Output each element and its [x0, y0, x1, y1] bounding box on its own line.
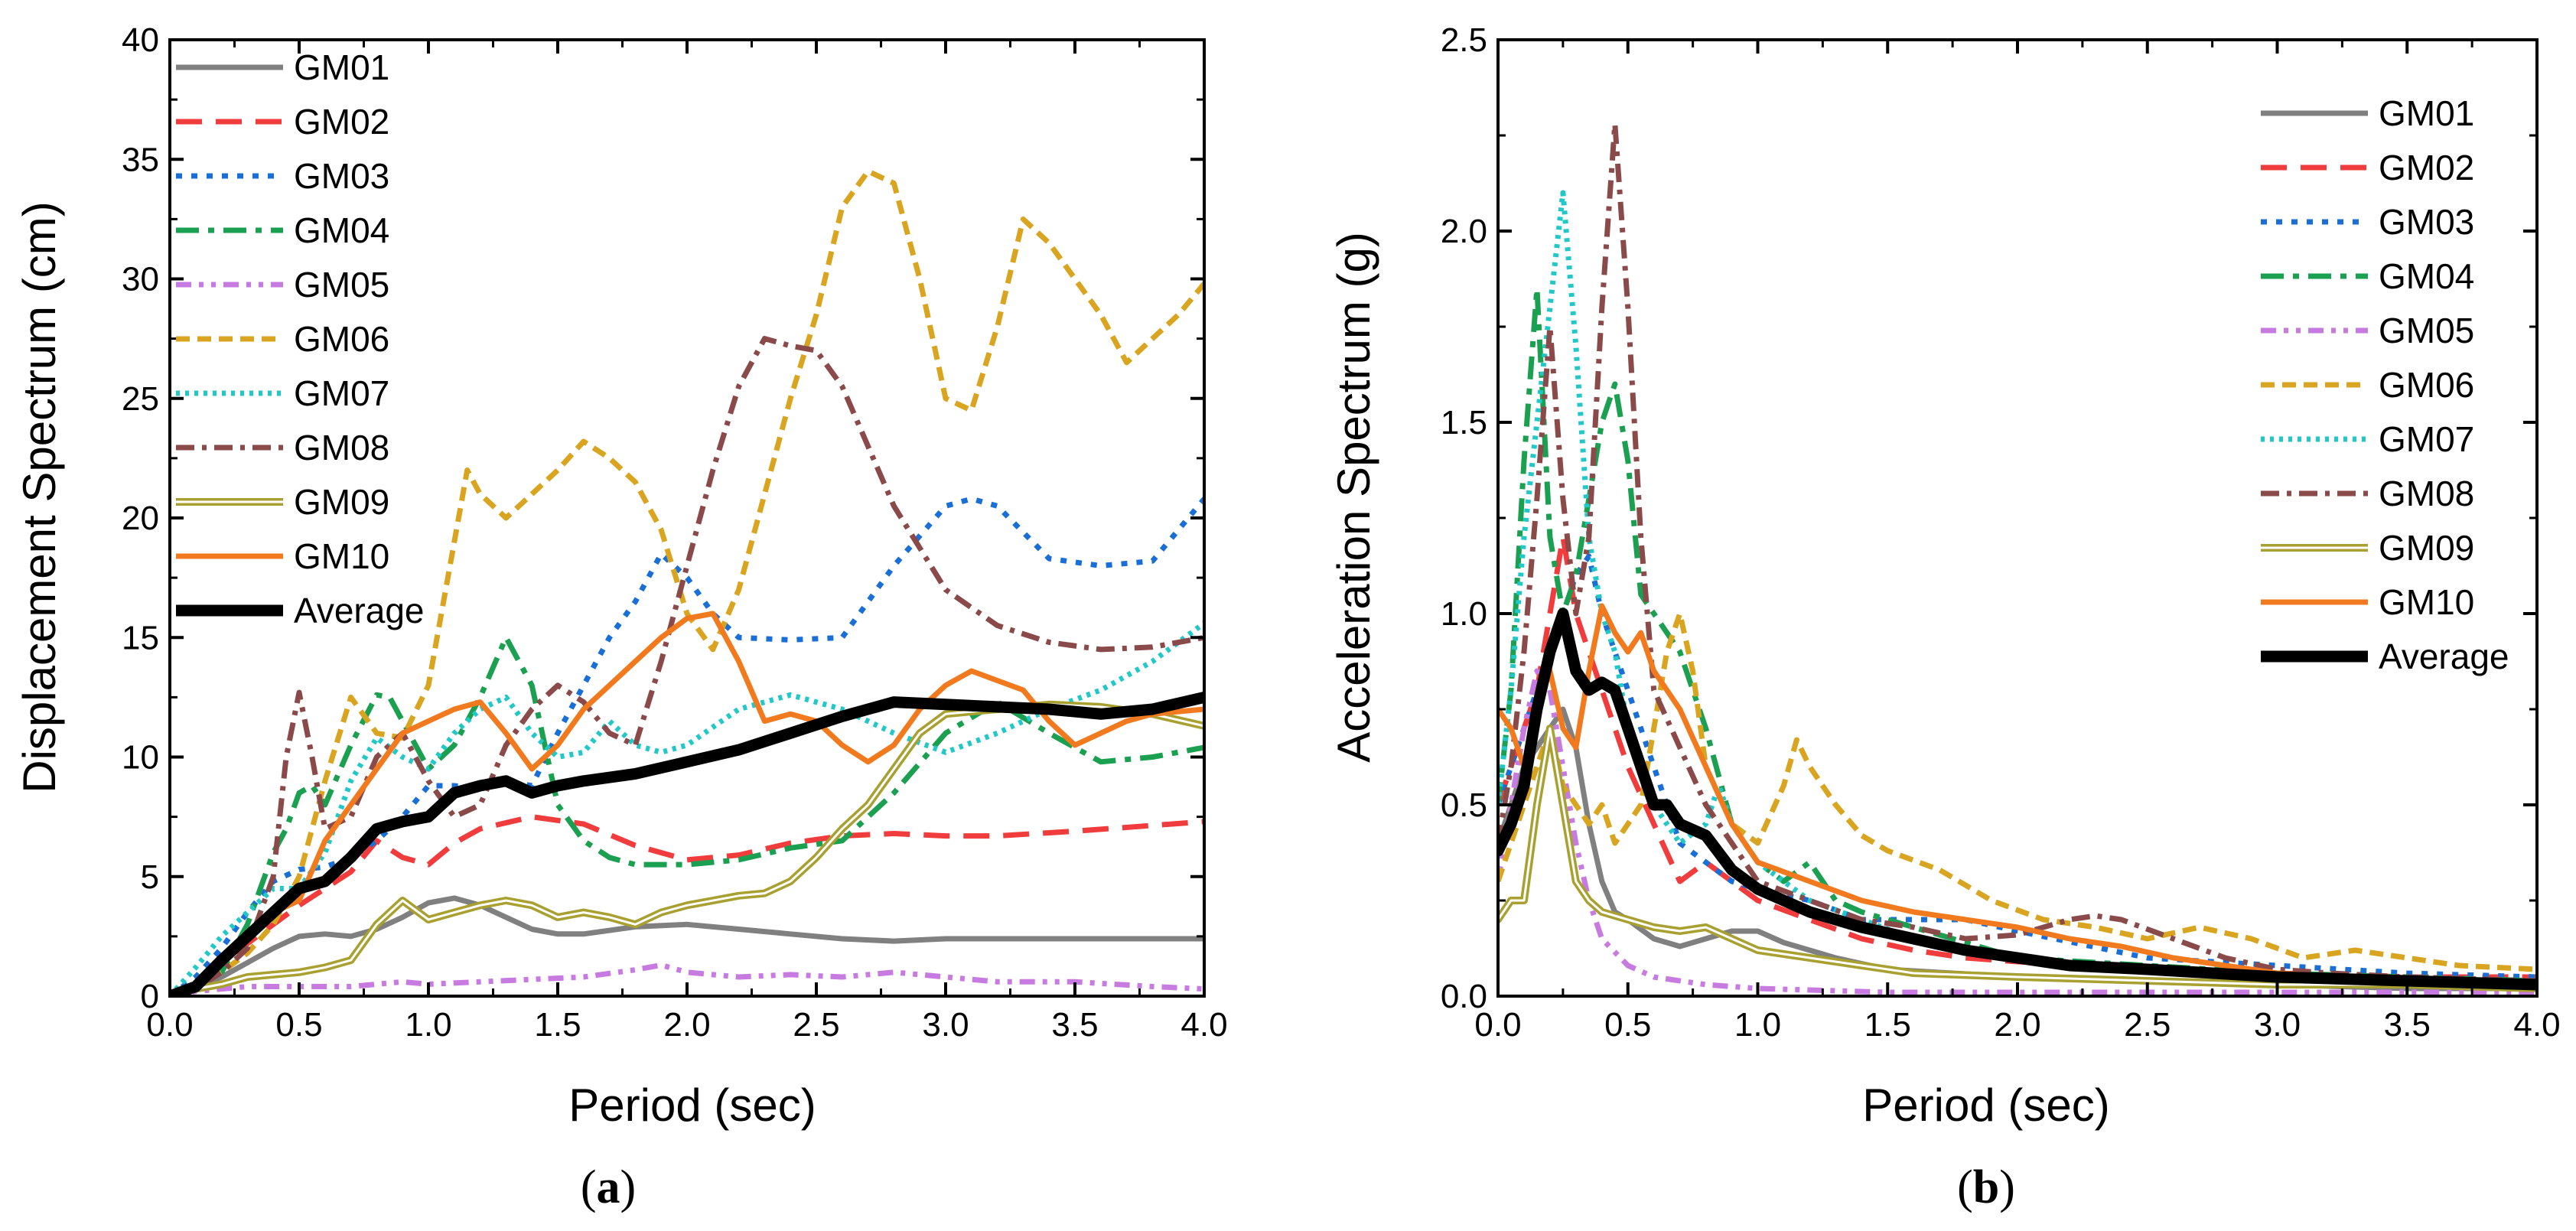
x-tick-label: 1.0	[405, 1006, 451, 1044]
legend-gm10-label: GM10	[2379, 582, 2474, 622]
legend-gm09-label: GM09	[2379, 528, 2474, 568]
legend-gm08-label: GM08	[294, 428, 389, 467]
y-tick-label: 35	[122, 141, 159, 178]
x-axis-title: Period (sec)	[1862, 1080, 2109, 1131]
x-tick-label: 3.5	[1051, 1006, 1098, 1044]
series-gm09-line-inner	[1498, 727, 2537, 990]
y-tick-label: 10	[122, 739, 159, 777]
x-tick-label: 1.0	[1734, 1006, 1781, 1044]
legend-average-label: Average	[294, 591, 425, 630]
x-tick-label: 1.5	[1864, 1006, 1911, 1044]
y-tick-label: 5	[141, 858, 159, 896]
y-tick-label: 40	[122, 21, 159, 59]
series-gm01-line	[170, 895, 1204, 996]
x-tick-label: 4.0	[2513, 1006, 2560, 1044]
x-tick-label: 2.5	[2124, 1006, 2171, 1044]
series-gm08-line	[170, 336, 1204, 996]
y-tick-label: 30	[122, 261, 159, 298]
y-tick-label: 1.5	[1441, 404, 1487, 441]
displacement-chart: Period (sec) Displacement Spectrum (cm) …	[14, 21, 1228, 1213]
legend-gm04-label: GM04	[2379, 256, 2474, 296]
x-tick-label: 3.0	[922, 1006, 969, 1044]
x-tick-label: 0.5	[1604, 1006, 1651, 1044]
series-average-line	[170, 691, 1204, 996]
series-gm09-line	[1498, 725, 2537, 992]
x-tick-label: 0.0	[146, 1006, 193, 1044]
series-gm10-line	[170, 611, 1204, 996]
y-tick-label: 2.5	[1441, 21, 1487, 59]
acceleration-chart: Period (sec) Acceleration Spectrum (g) (…	[1328, 21, 2561, 1213]
plot-area	[1498, 121, 2537, 995]
legend-gm02-label: GM02	[2379, 148, 2474, 187]
legend-gm07-label: GM07	[2379, 419, 2474, 459]
x-tick-label: 2.0	[663, 1006, 710, 1044]
y-axis-title: Displacement Spectrum (cm)	[14, 201, 65, 793]
panel-label: (a)	[581, 1161, 636, 1213]
legend-gm04-label: GM04	[294, 210, 389, 250]
legend-gm03-label: GM03	[2379, 202, 2474, 242]
panel-letter: b	[1973, 1161, 1999, 1213]
series-gm06-line	[1498, 611, 2537, 972]
legend-gm06-label: GM06	[2379, 365, 2474, 405]
y-tick-label: 0	[141, 978, 159, 1015]
legend-gm07-label: GM07	[294, 373, 389, 413]
series-gm02-line	[170, 814, 1204, 996]
x-tick-label: 2.5	[793, 1006, 839, 1044]
legend-gm05-label: GM05	[294, 265, 389, 304]
series-gm01-line	[1498, 706, 2537, 992]
y-tick-label: 2.0	[1441, 213, 1487, 250]
legend-gm03-label: GM03	[294, 156, 389, 196]
legend-gm09-label: GM09	[294, 482, 389, 522]
x-tick-label: 0.0	[1474, 1006, 1521, 1044]
plot-area	[170, 168, 1204, 996]
y-tick-label: 15	[122, 619, 159, 656]
legend-gm06-label: GM06	[294, 319, 389, 359]
x-tick-label: 0.5	[275, 1006, 322, 1044]
legend: GM01 GM02 GM03 GM04 GM05 GM06 GM07 GM08 GM09 GM10…	[176, 47, 425, 630]
series-average-line	[1498, 607, 2537, 991]
x-tick-label: 1.5	[534, 1006, 581, 1044]
x-tick-label: 2.0	[1994, 1006, 2040, 1044]
x-tick-label: 3.5	[2384, 1006, 2431, 1044]
series-gm09-line-inner	[170, 703, 1204, 996]
legend-gm05-label: GM05	[2379, 311, 2474, 350]
series-gm03-line	[1498, 553, 2537, 980]
legend-gm02-label: GM02	[294, 102, 389, 142]
series-gm04-line	[170, 634, 1204, 996]
y-tick-label: 0.5	[1441, 786, 1487, 824]
legend-gm01-label: GM01	[2379, 93, 2474, 133]
series-gm03-line	[170, 496, 1204, 996]
panel-letter: a	[597, 1161, 620, 1213]
y-tick-label: 20	[122, 500, 159, 537]
y-axis-title: Acceleration Spectrum (g)	[1328, 232, 1379, 763]
y-tick-label: 25	[122, 380, 159, 418]
legend-average-label: Average	[2379, 637, 2509, 676]
series-gm05-line	[1498, 668, 2537, 995]
x-axis-title: Period (sec)	[568, 1080, 816, 1131]
legend-gm08-label: GM08	[2379, 474, 2474, 513]
legend-gm01-label: GM01	[294, 47, 389, 87]
x-tick-label: 3.0	[2254, 1006, 2301, 1044]
panel-label: (b)	[1957, 1161, 2015, 1213]
series-gm06-line	[170, 168, 1204, 996]
series-gm05-line	[170, 962, 1204, 996]
x-tick-label: 4.0	[1181, 1006, 1227, 1044]
y-tick-label: 1.0	[1441, 595, 1487, 633]
y-tick-label: 0.0	[1441, 978, 1487, 1015]
series-gm08-line	[1498, 121, 2537, 984]
legend: GM01 GM02 GM03 GM04 GM05 GM06 GM07 GM08 GM09 GM10…	[2261, 93, 2509, 676]
series-gm10-line	[1498, 603, 2537, 988]
legend-gm10-label: GM10	[294, 536, 389, 576]
